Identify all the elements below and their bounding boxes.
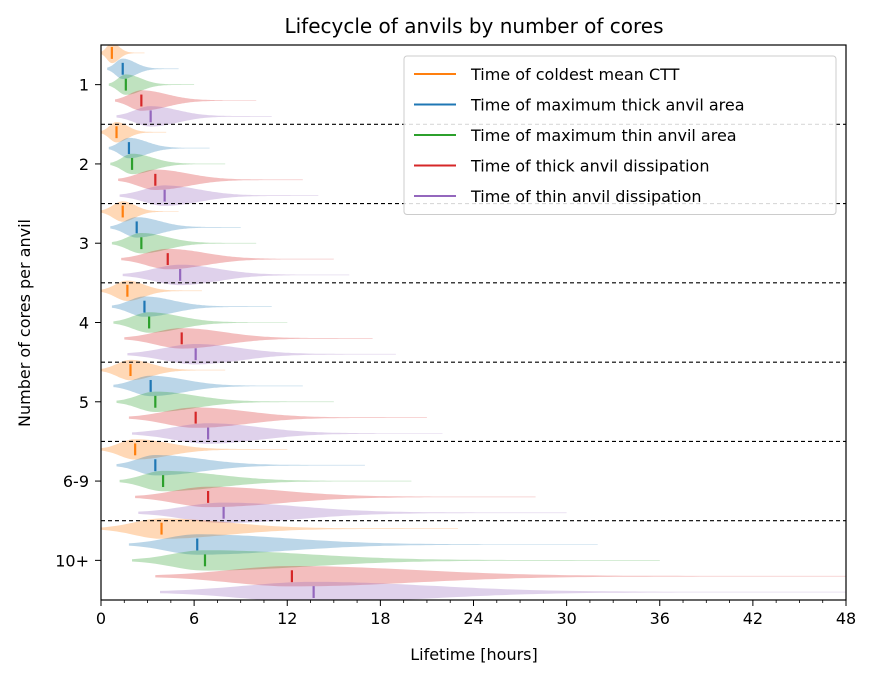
violin-3-series-2 [111,233,257,254]
x-tick-label: 6 [189,609,199,628]
violin-1-series-3 [115,90,257,111]
violin-2-series-2 [110,153,226,175]
legend: Time of coldest mean CTT Time of maximum … [403,55,837,215]
y-tick-label: 4 [79,314,89,333]
x-tick-label: 12 [277,609,297,628]
x-tick-label: 0 [96,609,106,628]
violin-5-series-2 [116,391,334,412]
legend-box [403,55,837,215]
y-tick-label: 2 [79,155,89,174]
x-tick-label: 18 [370,609,390,628]
violin-2-series-4 [119,185,319,206]
violin-4-series-1 [111,296,272,317]
legend-label-series-1: Time of maximum thick anvil area [470,96,745,115]
violin-1-series-1 [107,58,179,79]
y-axis-label: Number of cores per anvil [15,219,34,427]
y-tick-label: 3 [79,234,89,253]
violin-3-series-3 [121,248,334,270]
y-tick-label: 6-9 [63,472,89,491]
violin-3-series-0 [101,201,179,222]
plot-area [101,45,846,600]
legend-label-series-4: Time of thin anvil dissipation [470,187,702,206]
violin-1-series-4 [116,106,272,127]
violin-10+-series-0 [101,518,458,539]
violin-10+-series-2 [132,550,660,571]
violin-5-series-0 [101,359,226,381]
x-tick-label: 36 [650,609,670,628]
violin-6-9-series-1 [116,455,365,476]
legend-label-series-2: Time of maximum thin anvil area [470,126,737,145]
violin-5-series-3 [128,407,427,428]
x-tick-label: 24 [463,609,483,628]
violin-10+-series-1 [128,534,598,555]
x-axis-label: Lifetime [hours] [410,645,538,664]
chart-title: Lifecycle of anvils by number of cores [284,14,663,38]
legend-label-series-0: Time of coldest mean CTT [470,65,680,84]
violin-4-series-3 [124,328,373,349]
violin-3-series-1 [110,217,241,238]
violin-6-9-series-2 [119,470,412,492]
violin-6-9-series-0 [101,439,288,460]
violins-group [101,45,846,600]
violin-5-series-1 [113,375,303,397]
violin-10+-series-4 [160,581,846,600]
violin-6-9-series-3 [135,486,536,508]
x-tick-label: 48 [836,609,856,628]
violin-4-series-0 [101,280,202,301]
y-tick-label: 5 [79,393,89,412]
violin-10+-series-3 [155,566,846,587]
y-tick-label: 1 [79,76,89,95]
x-tick-label: 42 [743,609,763,628]
violin-1-series-2 [108,74,195,95]
violin-6-9-series-4 [138,502,567,523]
violin-5-series-4 [132,423,443,444]
violin-4-series-4 [127,344,396,365]
x-tick-label: 30 [556,609,576,628]
violin-2-series-3 [118,169,303,190]
violin-2-series-1 [108,137,210,159]
violin-4-series-2 [113,312,288,333]
legend-label-series-3: Time of thick anvil dissipation [470,157,709,176]
y-tick-label: 10+ [55,551,89,570]
